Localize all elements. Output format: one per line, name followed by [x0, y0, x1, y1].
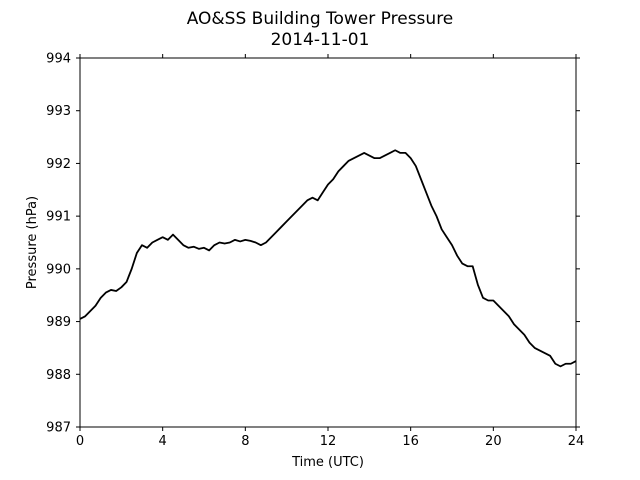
y-tick-label: 993 [46, 104, 71, 119]
y-tick-label: 987 [46, 421, 71, 436]
chart-subtitle: 2014-11-01 [271, 30, 370, 50]
x-tick-label: 8 [241, 434, 249, 449]
y-axis-label: Pressure (hPa) [25, 196, 40, 289]
pressure-series-line [79, 149, 577, 368]
axis-tick-labels: 0 4 8 12 16 20 24 987 988 989 990 991 992 993 994 [46, 52, 584, 450]
axis-ticks [76, 54, 580, 431]
x-tick-label: 24 [568, 434, 585, 449]
y-tick-label: 991 [46, 210, 71, 225]
y-tick-label: 992 [46, 157, 71, 172]
x-tick-label: 20 [485, 434, 502, 449]
x-tick-label: 12 [320, 434, 337, 449]
x-tick-label: 4 [159, 434, 167, 449]
y-tick-label: 988 [46, 368, 71, 383]
x-tick-label: 16 [402, 434, 419, 449]
chart-title: AO&SS Building Tower Pressure [187, 9, 454, 29]
y-tick-label: 990 [46, 262, 71, 277]
x-tick-label: 0 [76, 434, 84, 449]
plot-frame [79, 57, 577, 428]
y-tick-label: 989 [46, 315, 71, 330]
y-tick-label: 994 [46, 52, 71, 67]
x-axis-label: Time (UTC) [291, 455, 364, 470]
